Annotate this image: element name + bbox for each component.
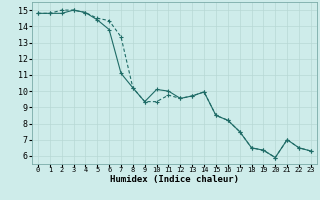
X-axis label: Humidex (Indice chaleur): Humidex (Indice chaleur) — [110, 175, 239, 184]
